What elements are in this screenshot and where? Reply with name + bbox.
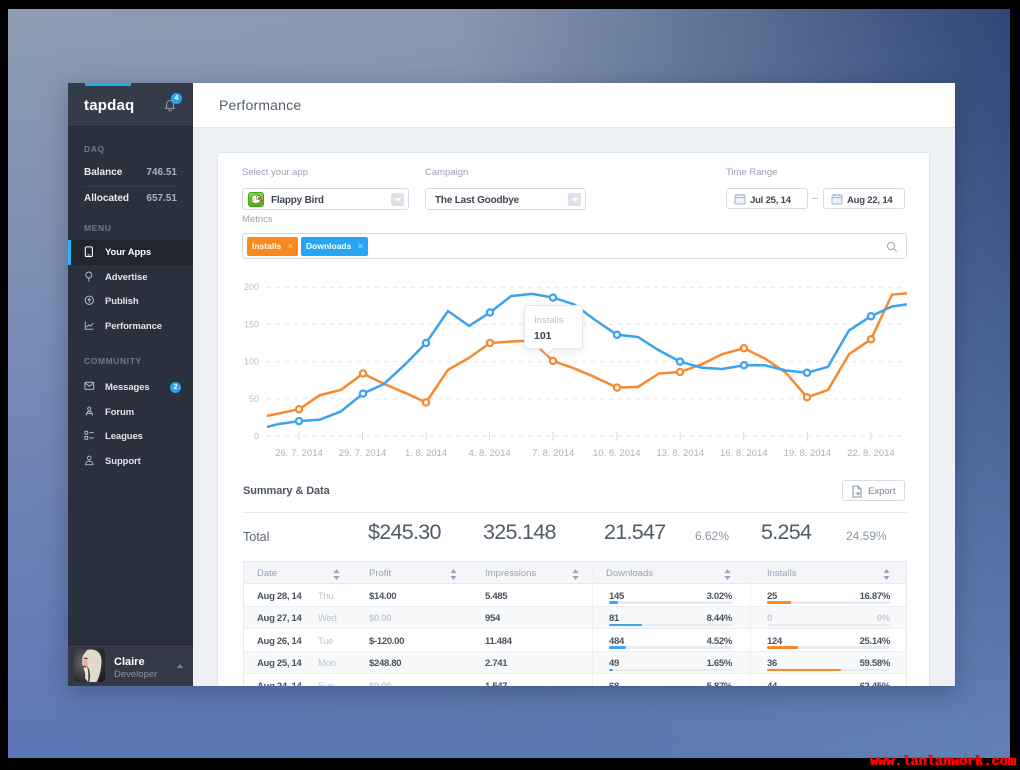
svg-text:1. 8. 2014: 1. 8. 2014 (405, 448, 447, 459)
svg-text:26. 7. 2014: 26. 7. 2014 (275, 448, 323, 459)
svg-text:22. 8. 2014: 22. 8. 2014 (847, 448, 895, 459)
svg-text:50: 50 (249, 394, 259, 404)
svg-text:13. 8. 2014: 13. 8. 2014 (657, 448, 705, 459)
svg-text:10. 8. 2014: 10. 8. 2014 (593, 448, 641, 459)
svg-text:4. 8. 2014: 4. 8. 2014 (468, 448, 510, 459)
svg-text:0: 0 (254, 431, 259, 441)
svg-text:19. 8. 2014: 19. 8. 2014 (784, 448, 832, 459)
svg-text:29. 7. 2014: 29. 7. 2014 (339, 448, 387, 459)
svg-text:200: 200 (244, 282, 259, 292)
svg-text:16. 8. 2014: 16. 8. 2014 (720, 448, 768, 459)
svg-text:100: 100 (244, 357, 259, 367)
svg-text:7. 8. 2014: 7. 8. 2014 (532, 448, 574, 459)
svg-text:150: 150 (244, 319, 259, 329)
